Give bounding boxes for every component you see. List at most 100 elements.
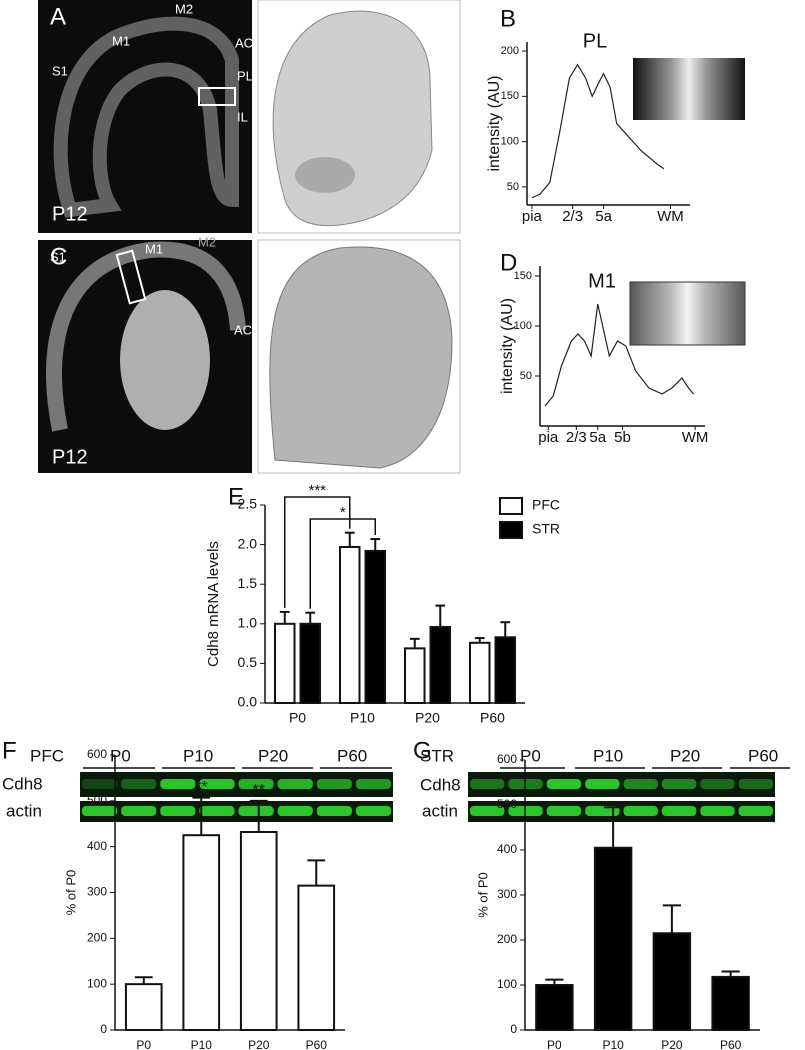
tissue-outline [46, 241, 246, 432]
blot-band [738, 779, 773, 789]
y-tick-label: 50 [520, 370, 532, 382]
significance-bracket [284, 496, 351, 608]
stain-image [272, 10, 433, 227]
y-tick-label: 100 [497, 977, 517, 991]
panel-label: A [50, 3, 66, 30]
y-tick-label: 50 [507, 181, 519, 193]
panel-label: B [500, 5, 516, 32]
region-label: M1 [145, 241, 163, 256]
blot-band [738, 806, 773, 816]
y-axis-label: % of P0 [475, 872, 490, 918]
lane-label: P10 [593, 746, 623, 765]
y-tick-label: 500 [87, 793, 107, 807]
lane-label: P20 [670, 746, 700, 765]
lane-label: P10 [183, 746, 213, 765]
blot-region: STR [420, 746, 454, 765]
blot-band [470, 806, 505, 816]
blot-band [199, 806, 235, 816]
y-tick-label: 0 [100, 1022, 107, 1036]
blot-band [585, 779, 620, 789]
blot-bands [82, 779, 773, 816]
y-tick-label: 500 [497, 797, 517, 811]
x-tick-label: P0 [547, 1038, 562, 1050]
blot-band [160, 806, 196, 816]
blot-band [277, 806, 313, 816]
x-tick-label: P60 [480, 710, 505, 726]
panel-label: E [228, 483, 244, 510]
blot-band [160, 779, 196, 789]
y-tick-label: 100 [514, 320, 532, 332]
chart-title: M1 [588, 270, 616, 292]
x-tick-label: 2/3 [566, 429, 587, 446]
blot-band [585, 806, 620, 816]
tissue-outline [53, 16, 239, 218]
y-tick-label: 150 [501, 90, 519, 102]
x-tick-label: P10 [191, 1038, 213, 1050]
blot-band [355, 779, 391, 789]
region-label: M2 [198, 234, 216, 249]
y-axis-label: % of P0 [63, 870, 78, 916]
bar [299, 622, 321, 704]
bar [404, 647, 426, 704]
blot-region: PFC [30, 746, 64, 765]
bar [711, 975, 750, 1032]
blot-band [82, 779, 118, 789]
stain-detail [295, 157, 355, 193]
blot-band [82, 806, 118, 816]
blot-band [700, 806, 735, 816]
bar [535, 984, 574, 1031]
roi-box [198, 87, 236, 106]
y-tick-label: 100 [87, 976, 107, 990]
bar [429, 625, 451, 705]
legend-label: PFC [532, 497, 560, 513]
blot-band [546, 806, 582, 816]
bar [494, 636, 516, 704]
significance-label: ** [195, 779, 207, 796]
blot-band [277, 779, 313, 789]
x-tick-label: P20 [415, 710, 440, 726]
blot-band [661, 806, 697, 816]
x-tick-label: 5a [589, 429, 606, 446]
bar [182, 834, 221, 1031]
panel-label: C [50, 243, 67, 270]
blot-band [121, 806, 157, 816]
y-tick-label: 1.5 [238, 575, 258, 591]
lane-label: P60 [748, 746, 778, 765]
panel-label: F [2, 737, 17, 764]
profile-line [531, 63, 665, 199]
region-label: PL [237, 68, 253, 83]
x-tick-label: P0 [289, 710, 306, 726]
blot-strip [80, 801, 393, 822]
significance-bracket [309, 518, 376, 609]
bar [274, 622, 296, 704]
x-tick-label: 2/3 [562, 208, 583, 225]
x-tick-label: P60 [720, 1038, 742, 1050]
row-label: actin [422, 801, 458, 820]
panel-label: G [413, 737, 432, 764]
region-label: AC [234, 322, 252, 337]
bar [469, 641, 491, 704]
significance-label: * [340, 504, 346, 521]
blot-band [661, 779, 697, 789]
y-tick-label: 200 [497, 932, 517, 946]
stain-image [269, 246, 453, 469]
blot-band [121, 779, 157, 789]
y-tick-label: 400 [87, 839, 107, 853]
blot-band [546, 779, 582, 789]
y-tick-label: 300 [87, 885, 107, 899]
x-tick-label: P10 [350, 710, 375, 726]
blot-band [316, 806, 352, 816]
x-tick-label: 5b [614, 429, 631, 446]
profile-line [544, 303, 694, 407]
y-tick-label: 400 [497, 842, 517, 856]
bar [339, 545, 361, 705]
y-tick-label: 200 [501, 45, 519, 57]
inset-image [630, 282, 745, 345]
roi-box [115, 249, 147, 305]
region-label: IL [237, 109, 248, 124]
age-label: P12 [52, 446, 88, 468]
significance-label: ** [253, 782, 265, 799]
blot-band [470, 779, 505, 789]
y-tick-label: 300 [497, 887, 517, 901]
